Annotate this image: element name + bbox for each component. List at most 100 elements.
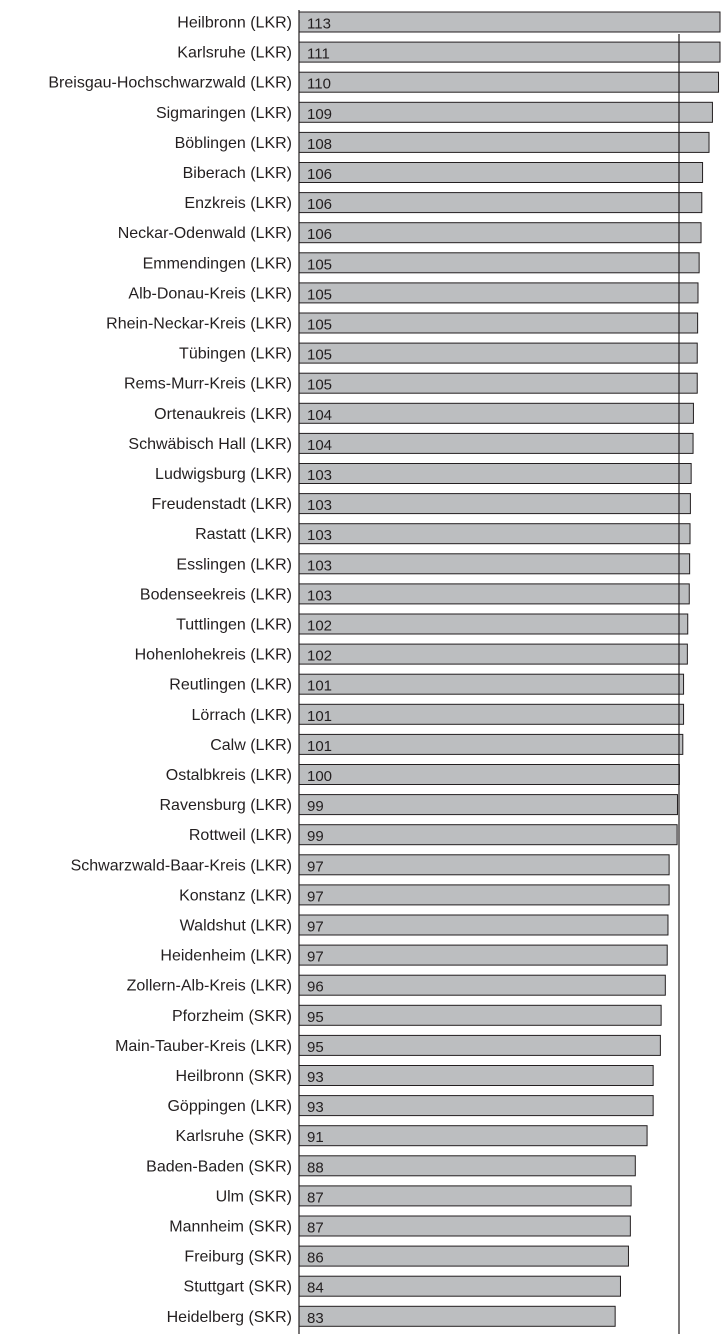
value-label-ludwigsburg-lkr: 103: [307, 467, 332, 484]
bar-heilbronn-skr: [298, 1065, 654, 1086]
bar-tuebingen-lkr: [298, 342, 698, 364]
bar-calw-lkr: [298, 733, 684, 755]
bar-pforzheim-skr: [298, 1004, 662, 1026]
value-label-breisgau-hochschwarzwald-lkr: 110: [307, 76, 331, 93]
category-label-alb-donau-kreis-lkr: Alb-Donau-Kreis (LKR): [128, 285, 292, 302]
bar-schwarzwald-baar-kreis-lkr: [298, 854, 670, 876]
bar-baden-baden-skr: [298, 1155, 636, 1177]
category-label-karlsruhe-skr: Karlsruhe (SKR): [176, 1128, 292, 1145]
category-label-ravensburg-lkr: Ravensburg (LKR): [160, 797, 293, 814]
value-label-stuttgart-skr: 84: [307, 1280, 324, 1297]
category-label-karlsruhe-lkr: Karlsruhe (LKR): [177, 45, 292, 62]
value-label-calw-lkr: 101: [307, 738, 332, 755]
category-label-rastatt-lkr: Rastatt (LKR): [195, 526, 292, 543]
bar-alb-donau-kreis-lkr: [298, 282, 699, 304]
category-label-schwarzwald-baar-kreis-lkr: Schwarzwald-Baar-Kreis (LKR): [71, 857, 292, 874]
category-label-heilbronn-skr: Heilbronn (SKR): [176, 1068, 292, 1085]
value-label-hohenlohekreis-lkr: 102: [307, 648, 332, 665]
value-label-rottweil-lkr: 99: [307, 828, 324, 845]
bar-ludwigsburg-lkr: [298, 463, 692, 484]
bar-konstanz-lkr: [298, 884, 670, 906]
bar-ulm-skr: [298, 1185, 632, 1207]
category-label-baden-baden-skr: Baden-Baden (SKR): [146, 1158, 292, 1175]
value-label-rastatt-lkr: 103: [307, 527, 332, 544]
category-label-ostalbkreis-lkr: Ostalbkreis (LKR): [166, 767, 292, 784]
bar-rems-murr-kreis-lkr: [298, 372, 698, 394]
category-label-neckar-odenwald-lkr: Neckar-Odenwald (LKR): [118, 225, 292, 242]
value-label-alb-donau-kreis-lkr: 105: [307, 286, 332, 303]
value-label-heidelberg-skr: 83: [307, 1310, 324, 1327]
value-label-freudenstadt-lkr: 103: [307, 497, 332, 514]
category-label-reutlingen-lkr: Reutlingen (LKR): [169, 677, 292, 694]
bar-reutlingen-lkr: [298, 673, 685, 695]
bar-rhein-neckar-kreis-lkr: [298, 312, 699, 334]
bar-karlsruhe-skr: [298, 1125, 648, 1147]
category-label-enzkreis-lkr: Enzkreis (LKR): [184, 195, 292, 212]
bar-heidenheim-lkr: [298, 944, 668, 966]
value-label-goeppingen-lkr: 93: [307, 1099, 324, 1116]
value-label-heilbronn-skr: 93: [307, 1069, 324, 1086]
category-label-calw-lkr: Calw (LKR): [210, 737, 292, 754]
value-label-tuebingen-lkr: 105: [307, 347, 332, 364]
bar-zollern-alb-kreis-lkr: [298, 974, 666, 996]
category-label-ludwigsburg-lkr: Ludwigsburg (LKR): [155, 466, 292, 483]
category-label-breisgau-hochschwarzwald-lkr: Breisgau-Hochschwarzwald (LKR): [48, 75, 292, 92]
bar-heilbronn-lkr: [298, 11, 721, 33]
value-label-waldshut-lkr: 97: [307, 919, 324, 936]
value-label-heidenheim-lkr: 97: [307, 949, 324, 966]
bar-emmendingen-lkr: [298, 252, 700, 274]
bar-neckar-odenwald-lkr: [298, 222, 702, 244]
category-label-heidenheim-lkr: Heidenheim (LKR): [160, 948, 292, 965]
category-label-freudenstadt-lkr: Freudenstadt (LKR): [151, 496, 292, 513]
bar-karlsruhe-lkr: [298, 41, 721, 63]
bar-sigmaringen-lkr: [298, 101, 713, 123]
value-label-schwarzwald-baar-kreis-lkr: 97: [307, 858, 324, 875]
value-label-ostalbkreis-lkr: 100: [307, 768, 332, 785]
value-label-konstanz-lkr: 97: [307, 888, 324, 905]
category-label-ortenaukreis-lkr: Ortenaukreis (LKR): [154, 406, 292, 423]
bar-waldshut-lkr: [298, 914, 669, 936]
category-label-tuttlingen-lkr: Tuttlingen (LKR): [176, 617, 292, 634]
bar-breisgau-hochschwarzwald-lkr: [298, 71, 720, 93]
value-label-emmendingen-lkr: 105: [307, 256, 332, 273]
category-label-tuebingen-lkr: Tübingen (LKR): [179, 346, 292, 363]
value-label-tuttlingen-lkr: 102: [307, 618, 332, 635]
category-label-emmendingen-lkr: Emmendingen (LKR): [143, 255, 292, 272]
category-label-stuttgart-skr: Stuttgart (SKR): [184, 1279, 292, 1296]
value-label-enzkreis-lkr: 106: [307, 196, 332, 213]
category-label-biberach-lkr: Biberach (LKR): [183, 165, 292, 182]
category-label-rottweil-lkr: Rottweil (LKR): [189, 827, 292, 844]
category-label-hohenlohekreis-lkr: Hohenlohekreis (LKR): [135, 647, 292, 664]
value-label-loerrach-lkr: 101: [307, 708, 332, 725]
bar-bodenseekreis-lkr: [298, 583, 690, 605]
bar-freiburg-skr: [298, 1245, 629, 1267]
category-label-goeppingen-lkr: Göppingen (LKR): [167, 1098, 292, 1115]
category-label-bodenseekreis-lkr: Bodenseekreis (LKR): [140, 586, 292, 603]
bar-tuttlingen-lkr: [298, 613, 689, 635]
category-label-waldshut-lkr: Waldshut (LKR): [180, 918, 292, 935]
category-label-mannheim-skr: Mannheim (SKR): [169, 1219, 292, 1236]
bar-ostalbkreis-lkr: [298, 764, 680, 785]
value-label-bodenseekreis-lkr: 103: [307, 587, 332, 604]
bar-stuttgart-skr: [298, 1275, 621, 1297]
value-label-reutlingen-lkr: 101: [307, 678, 332, 695]
value-label-freiburg-skr: 86: [307, 1250, 324, 1267]
category-label-loerrach-lkr: Lörrach (LKR): [192, 707, 292, 724]
bar-ortenaukreis-lkr: [298, 402, 694, 424]
bar-heidelberg-skr: [298, 1305, 616, 1327]
bar-mannheim-skr: [298, 1215, 631, 1237]
category-label-rhein-neckar-kreis-lkr: Rhein-Neckar-Kreis (LKR): [106, 316, 292, 333]
bar-biberach-lkr: [298, 162, 704, 183]
value-label-mannheim-skr: 87: [307, 1220, 324, 1237]
category-label-sigmaringen-lkr: Sigmaringen (LKR): [156, 105, 292, 122]
bars: [298, 11, 721, 1327]
category-label-konstanz-lkr: Konstanz (LKR): [179, 887, 292, 904]
bar-main-tauber-kreis-lkr: [298, 1034, 661, 1056]
bar-hohenlohekreis-lkr: [298, 643, 688, 665]
category-label-schwaebisch-hall-lkr: Schwäbisch Hall (LKR): [128, 436, 292, 453]
category-label-esslingen-lkr: Esslingen (LKR): [176, 556, 292, 573]
bar-rottweil-lkr: [298, 824, 678, 846]
category-label-boeblingen-lkr: Böblingen (LKR): [175, 135, 292, 152]
category-label-heilbronn-lkr: Heilbronn (LKR): [177, 15, 292, 32]
bar-schwaebisch-hall-lkr: [298, 432, 694, 454]
